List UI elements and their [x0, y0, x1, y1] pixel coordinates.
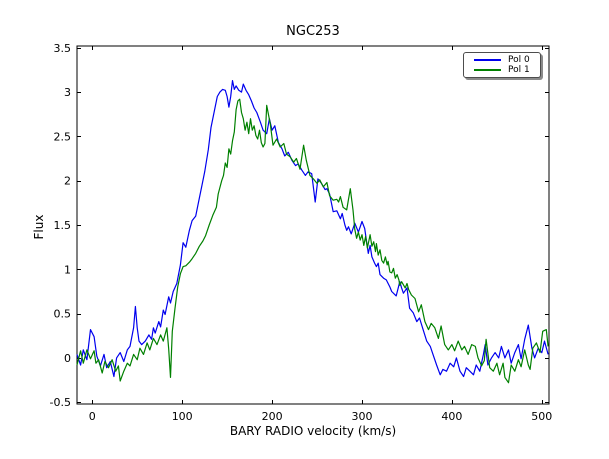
y-tick-label: 3.5 — [54, 42, 72, 55]
y-tick-label: 3 — [64, 86, 71, 99]
y-tick-label: 1 — [64, 263, 71, 276]
x-tick-label: 100 — [172, 410, 193, 423]
legend-label: Pol 0 — [508, 55, 530, 65]
series-line-pol-0 — [76, 79, 549, 378]
x-tick-label: 500 — [531, 410, 552, 423]
plot-frame — [76, 45, 550, 405]
y-tick-label: 0.5 — [54, 308, 72, 321]
legend-line-sample — [474, 69, 501, 71]
x-axis-label: BARY RADIO velocity (km/s) — [229, 424, 397, 438]
y-axis-label: Flux — [32, 214, 46, 240]
chart-title: NGC253 — [286, 24, 340, 39]
legend-label: Pol 1 — [508, 65, 530, 75]
legend-line-sample — [474, 59, 501, 61]
y-tick-label: 1.5 — [54, 219, 72, 232]
legend-entry: Pol 1 — [474, 65, 540, 75]
x-tick-label: 300 — [351, 410, 372, 423]
y-tick-label: 2 — [64, 175, 71, 188]
legend-entry: Pol 0 — [474, 55, 540, 65]
series-line-pol-1 — [76, 98, 549, 384]
x-tick-label: 200 — [262, 410, 283, 423]
y-tick-label: -0.5 — [50, 396, 71, 409]
y-tick-label: 2.5 — [54, 130, 72, 143]
legend: Pol 0 Pol 1 — [463, 52, 541, 78]
x-tick-label: 400 — [441, 410, 462, 423]
y-tick-label: 0 — [64, 352, 71, 365]
x-tick-label: 0 — [89, 410, 96, 423]
